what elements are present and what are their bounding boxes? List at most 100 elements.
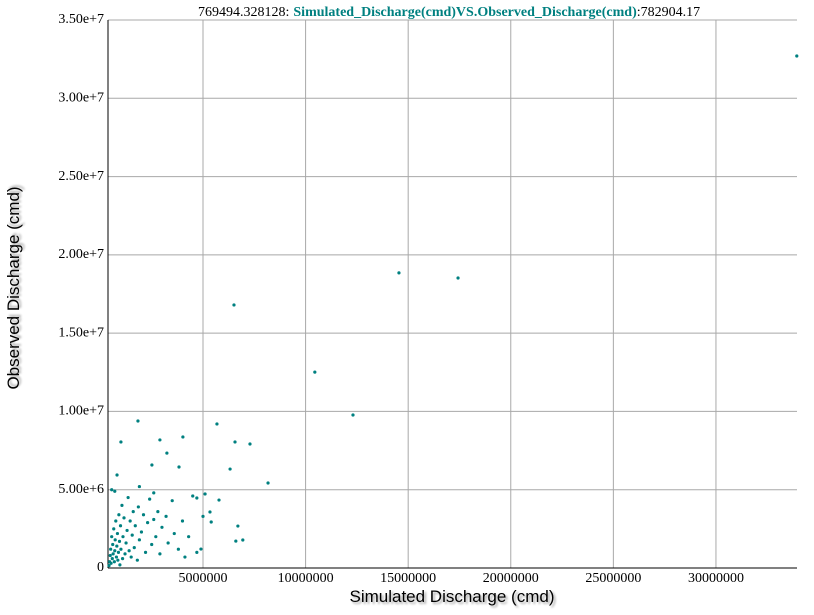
point: [136, 505, 140, 509]
title-highlight: Simulated_Discharge(cmd)VS.Observed_Disc…: [293, 5, 637, 20]
point: [152, 517, 156, 522]
y-tick-label: 2.50e+7: [58, 169, 104, 184]
point: [158, 552, 162, 556]
point: [166, 541, 170, 545]
x-tick-label: 20000000: [483, 571, 539, 586]
point: [110, 488, 114, 492]
point: [113, 549, 117, 553]
point: [133, 524, 137, 528]
point: [146, 520, 150, 525]
point: [129, 555, 133, 559]
point: [114, 555, 119, 559]
point: [111, 542, 115, 547]
point: [233, 440, 237, 444]
point: [150, 463, 154, 467]
title-prefix: 769494.328128:: [198, 5, 289, 20]
point: [127, 549, 131, 553]
point: [215, 422, 219, 426]
point: [125, 528, 129, 533]
point: [110, 557, 114, 561]
point: [113, 489, 117, 493]
point: [115, 473, 119, 477]
point: [183, 555, 187, 559]
point: [141, 513, 146, 517]
x-tick-label: 10000000: [278, 571, 334, 586]
y-tick-label: 1.00e+7: [58, 404, 104, 419]
point: [119, 440, 123, 444]
point: [217, 498, 221, 502]
point: [128, 519, 132, 523]
point: [132, 546, 136, 550]
point: [195, 550, 199, 554]
y-tick-label: 3.00e+7: [58, 91, 104, 106]
point: [795, 54, 799, 58]
x-tick-label: 5000000: [178, 571, 227, 586]
point: [187, 535, 191, 539]
point: [120, 557, 125, 561]
title-suffix: :782904.17: [637, 5, 700, 20]
y-tick-label: 5.00e+6: [58, 482, 104, 497]
point: [124, 541, 128, 545]
point: [248, 442, 252, 446]
point: [120, 503, 124, 507]
point: [199, 547, 203, 551]
chart-title: 769494.328128: Simulated_Discharge(cmd)VS…: [198, 5, 700, 20]
point: [123, 552, 127, 556]
point: [241, 538, 245, 542]
point: [313, 370, 317, 374]
point: [209, 520, 213, 524]
point: [165, 451, 169, 455]
point: [236, 524, 240, 528]
point: [139, 530, 144, 534]
x-tick-label: 15000000: [380, 571, 436, 586]
y-tick-label: 2.00e+7: [58, 247, 104, 262]
point: [119, 547, 123, 551]
point: [266, 481, 270, 485]
point: [116, 550, 121, 554]
point: [112, 527, 116, 531]
point: [160, 525, 164, 529]
point: [114, 519, 118, 523]
point: [177, 465, 181, 469]
point: [176, 547, 180, 551]
point: [180, 519, 185, 523]
point: [351, 413, 355, 417]
point: [126, 495, 130, 500]
point: [228, 467, 232, 471]
x-axis-title: Simulated Discharge (cmd): [349, 587, 554, 606]
point: [201, 514, 205, 518]
point: [136, 419, 140, 423]
point: [154, 535, 158, 539]
point: [234, 539, 238, 543]
point: [109, 547, 113, 551]
point: [135, 558, 139, 562]
point: [107, 564, 111, 568]
point: [156, 510, 160, 514]
point: [143, 550, 148, 554]
point: [137, 484, 141, 489]
point: [195, 496, 199, 500]
point: [122, 516, 126, 520]
point: [115, 531, 120, 536]
point: [152, 491, 156, 495]
point: [181, 435, 185, 439]
y-tick-label: 1.50e+7: [58, 325, 104, 340]
point: [172, 531, 176, 536]
point: [150, 542, 154, 547]
point: [191, 494, 195, 498]
point: [121, 535, 125, 539]
y-tick-label: 0: [97, 560, 104, 575]
point: [208, 510, 212, 514]
point: [118, 524, 123, 528]
point: [164, 514, 168, 518]
point: [118, 563, 122, 567]
point: [148, 497, 152, 501]
point: [117, 539, 122, 543]
point: [170, 499, 174, 503]
point: [130, 533, 134, 537]
point: [116, 558, 120, 562]
point: [137, 538, 141, 542]
point: [232, 303, 236, 307]
point: [113, 538, 117, 542]
